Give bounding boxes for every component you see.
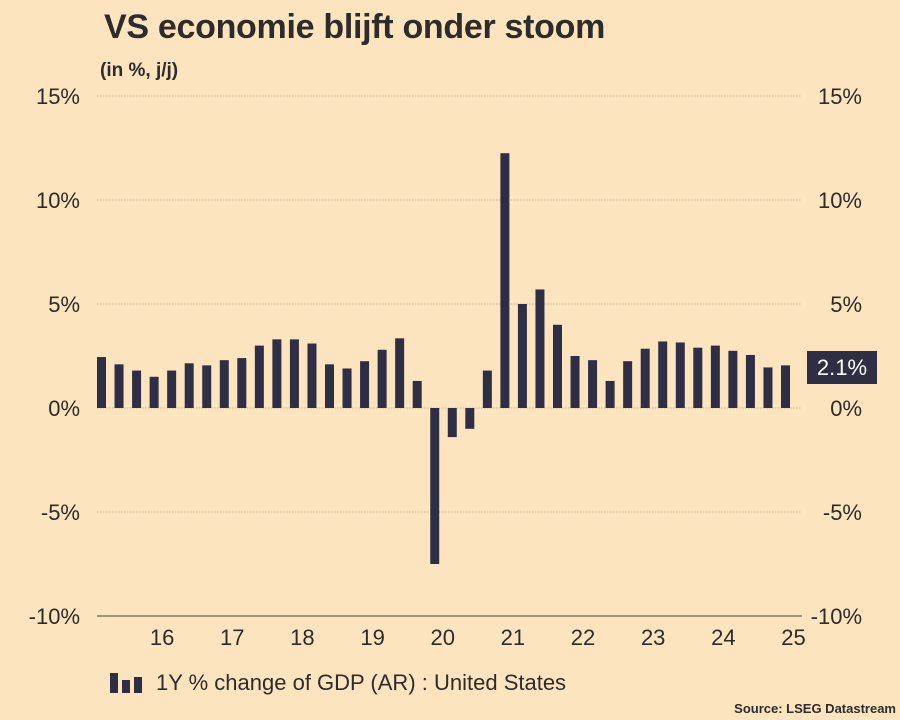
bar — [114, 364, 124, 408]
y-tick-label-right: 0% — [830, 396, 862, 421]
bar — [325, 364, 334, 408]
x-tick-label: 20 — [430, 625, 454, 650]
bar — [97, 357, 106, 408]
y-tick-label-left: 10% — [36, 188, 80, 213]
x-tick-label: 16 — [150, 625, 174, 650]
bar — [500, 153, 510, 408]
legend-bar-icon — [110, 673, 142, 693]
bar — [658, 341, 668, 408]
x-tick-label: 22 — [571, 625, 595, 650]
bar — [605, 380, 615, 408]
bar — [623, 361, 633, 408]
chart-title: VS economie blijft onder stoom — [104, 8, 606, 46]
bar — [412, 380, 422, 408]
bar — [570, 356, 580, 408]
y-tick-label-right: 5% — [830, 292, 862, 317]
bar — [167, 370, 177, 408]
bar — [710, 345, 720, 408]
bar — [517, 304, 527, 408]
chart-subtitle: (in %, j/j) — [100, 60, 179, 81]
x-tick-label: 24 — [711, 625, 735, 650]
bar — [693, 347, 703, 408]
legend-label: 1Y % change of GDP (AR) : United States — [156, 670, 567, 695]
bar — [465, 408, 475, 429]
bar — [535, 289, 545, 408]
bar — [482, 370, 492, 408]
bar — [675, 342, 685, 408]
source-note: Source: LSEG Datastream — [734, 701, 896, 716]
bar — [447, 408, 457, 438]
bar — [360, 361, 370, 408]
bar — [781, 365, 790, 408]
x-tick-label: 18 — [290, 625, 314, 650]
bar — [342, 368, 352, 408]
y-tick-label-right: -5% — [823, 500, 862, 525]
y-tick-label-left: -10% — [29, 604, 80, 629]
bar — [272, 339, 282, 408]
y-tick-label-left: -5% — [41, 500, 80, 525]
bar — [237, 358, 247, 408]
bar — [640, 348, 650, 408]
bar — [745, 354, 755, 408]
x-tick-label: 23 — [641, 625, 665, 650]
x-tick-label: 17 — [220, 625, 244, 650]
y-tick-label-right: 10% — [818, 188, 862, 213]
bar — [184, 363, 194, 408]
bar — [219, 360, 229, 408]
bar — [763, 367, 773, 408]
bar — [377, 349, 387, 408]
y-tick-label-right: -10% — [811, 604, 862, 629]
bar — [202, 365, 212, 408]
bar — [430, 408, 440, 564]
bar — [289, 339, 299, 408]
y-tick-label-left: 15% — [36, 84, 80, 109]
y-tick-label-left: 0% — [48, 396, 80, 421]
bar — [728, 350, 738, 408]
bar — [254, 345, 264, 408]
y-tick-label-left: 5% — [48, 292, 80, 317]
bar — [553, 324, 562, 408]
legend: 1Y % change of GDP (AR) : United States — [110, 670, 566, 696]
x-tick-label: 25 — [781, 625, 805, 650]
y-tick-label-right: 15% — [818, 84, 862, 109]
bar — [588, 360, 598, 408]
bar — [395, 338, 405, 408]
x-tick-label: 21 — [501, 625, 525, 650]
last-value-badge: 2.1% — [807, 351, 877, 384]
bar — [149, 376, 159, 408]
bar — [307, 343, 317, 408]
x-tick-label: 19 — [360, 625, 384, 650]
bar — [132, 370, 142, 408]
